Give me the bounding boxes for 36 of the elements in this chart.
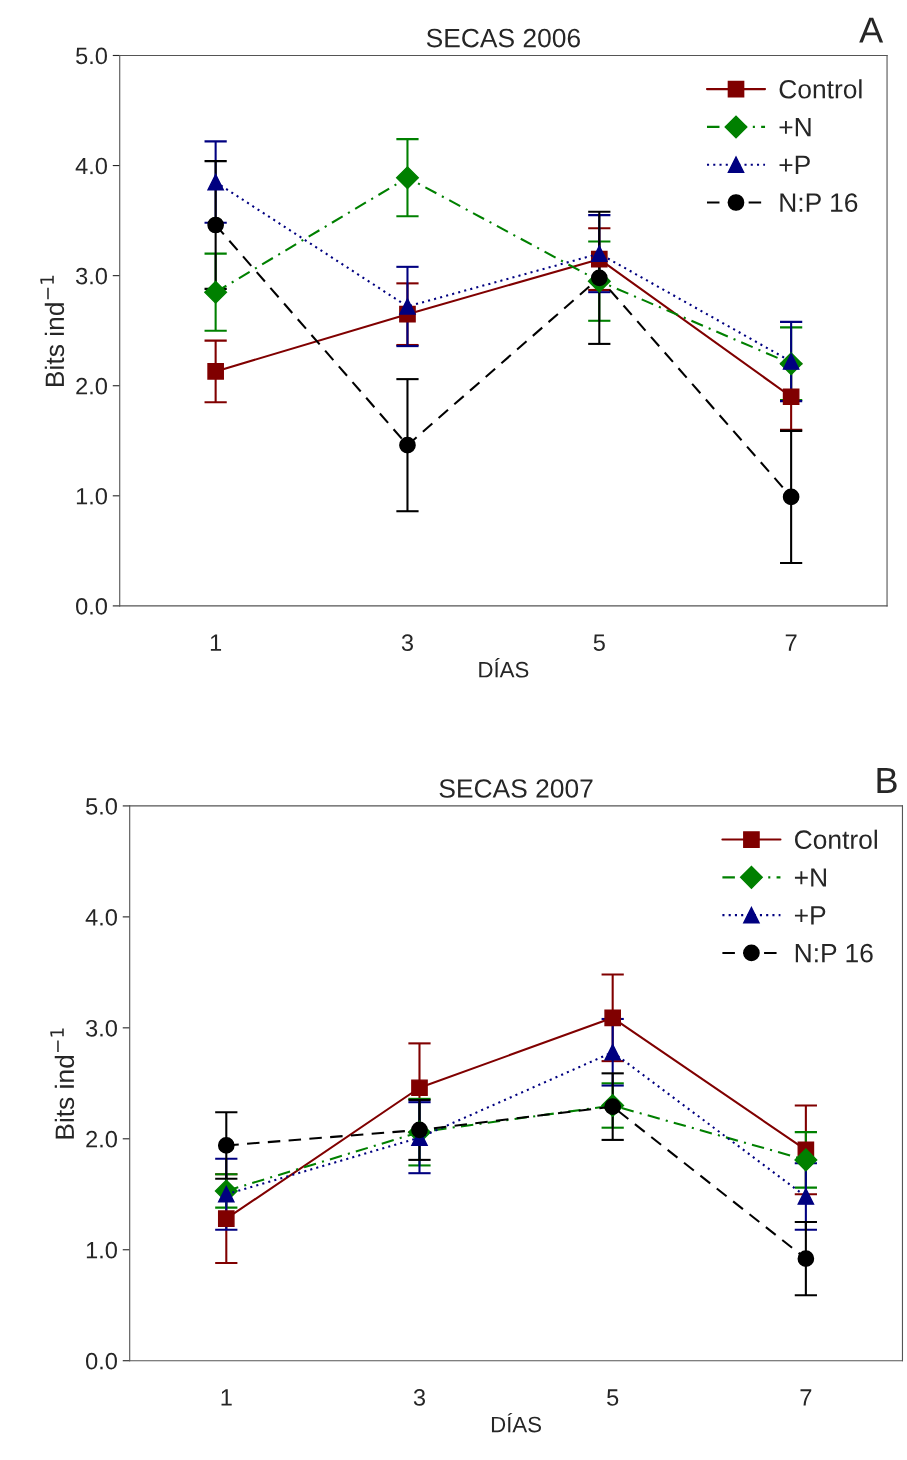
y-axis-title: Bits ind$^{−1}$ bbox=[40, 275, 65, 386]
y-tick-label: 3.0 bbox=[85, 1019, 117, 1037]
y-tick-label: 5.0 bbox=[76, 47, 107, 65]
y-tick-label: 1.0 bbox=[76, 487, 107, 505]
y-tick-label: 2.0 bbox=[76, 377, 107, 395]
legend-label: N:P 16 bbox=[795, 943, 873, 963]
y-tick-label: 2.0 bbox=[86, 1130, 117, 1148]
chart-title: SECAS 2007 bbox=[439, 779, 593, 798]
x-tick-label: 5 bbox=[607, 1389, 619, 1406]
y-axis-title: Bits ind$^{−1}$ bbox=[50, 1028, 75, 1139]
x-tick-label: 1 bbox=[221, 1389, 232, 1406]
x-axis-title: DÍAS bbox=[479, 658, 529, 678]
y-tick-label: 4.0 bbox=[85, 908, 117, 926]
y-tick-label: 5.0 bbox=[86, 797, 117, 815]
legend-label: +P bbox=[779, 155, 810, 174]
y-tick-label: 0.0 bbox=[86, 1352, 117, 1370]
y-tick-label: 4.0 bbox=[75, 157, 107, 175]
y-tick-label: 3.0 bbox=[76, 267, 107, 285]
text: B bbox=[877, 768, 897, 793]
legend-label: +P bbox=[794, 906, 826, 925]
y-tick-label: 0.0 bbox=[76, 597, 107, 615]
legend-label: +N bbox=[779, 117, 811, 137]
y-tick-label: 1.0 bbox=[86, 1241, 117, 1259]
text: A bbox=[859, 17, 884, 43]
chart-title: SECAS 2006 bbox=[426, 28, 580, 48]
x-tick-label: 7 bbox=[800, 1389, 812, 1406]
legend-label: +N bbox=[794, 868, 826, 887]
x-tick-label: 1 bbox=[210, 634, 222, 651]
legend-label: N:P 16 bbox=[780, 193, 858, 212]
x-tick-label: 5 bbox=[593, 634, 605, 652]
x-tick-label: 7 bbox=[785, 634, 797, 651]
legend-label: Control bbox=[794, 829, 877, 850]
x-tick-label: 3 bbox=[401, 634, 413, 652]
x-tick-label: 3 bbox=[413, 1389, 426, 1406]
legend-label: Control bbox=[779, 79, 862, 99]
x-axis-title: DÍAS bbox=[491, 1412, 541, 1433]
